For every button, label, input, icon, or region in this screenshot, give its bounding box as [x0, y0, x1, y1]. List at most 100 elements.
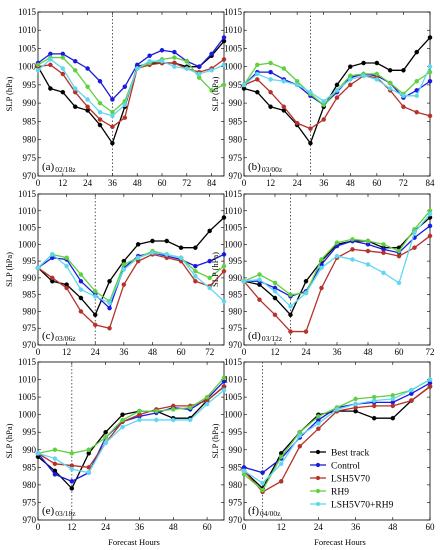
x-tick-label: 12: [62, 347, 71, 357]
x-tick-label: 0: [36, 178, 41, 188]
panel-label: (d): [248, 330, 261, 342]
data-point: [35, 68, 41, 73]
data-point: [92, 294, 98, 299]
x-tick-label: 84: [426, 178, 436, 188]
data-point: [172, 64, 177, 69]
series-line: [37, 389, 225, 474]
data-point: [86, 470, 91, 475]
panel-label: (f): [248, 505, 259, 517]
data-point: [414, 49, 419, 55]
data-point: [268, 69, 273, 75]
plot-frame: [37, 361, 225, 521]
data-point: [72, 58, 78, 64]
y-tick-label: 985: [229, 116, 243, 126]
data-point: [409, 387, 414, 393]
data-point: [184, 58, 190, 64]
x-tick-label: 24: [91, 347, 101, 357]
data-point: [374, 60, 380, 66]
axis-title-y: SLP (hPa): [4, 252, 14, 287]
x-tick-label: 72: [399, 178, 408, 188]
data-point: [294, 120, 300, 126]
y-tick-label: 990: [229, 273, 243, 283]
y-tick-label: 995: [23, 427, 37, 437]
data-point: [303, 329, 309, 334]
y-tick-label: 1000: [224, 62, 243, 72]
data-point: [172, 49, 177, 55]
data-point: [414, 109, 419, 115]
data-point: [319, 257, 324, 262]
data-point: [207, 285, 212, 291]
data-point: [371, 398, 377, 403]
data-point: [272, 295, 278, 301]
data-point: [193, 263, 198, 269]
y-tick-label: 1015: [224, 189, 243, 199]
y-tick-label: 1015: [18, 357, 37, 367]
y-tick-label: 980: [229, 135, 243, 145]
y-tick-label: 995: [229, 80, 243, 90]
y-tick-label: 1000: [224, 239, 243, 249]
data-point: [154, 417, 159, 423]
y-tick-label: 1005: [224, 223, 243, 233]
data-point: [64, 263, 69, 269]
y-tick-label: 980: [23, 135, 37, 145]
series-line: [37, 217, 225, 317]
y-tick-label: 985: [23, 290, 37, 300]
data-point: [97, 100, 103, 106]
y-tick-label: 990: [229, 98, 243, 108]
y-tick-label: 1005: [18, 223, 37, 233]
plot-frame: [243, 11, 431, 177]
y-tick-label: 980: [23, 480, 37, 490]
data-point: [241, 82, 247, 88]
series-line: [243, 382, 431, 474]
data-point: [427, 384, 433, 389]
data-point: [381, 250, 386, 255]
data-point: [60, 55, 66, 60]
x-tick-label: 24: [83, 178, 93, 188]
data-point: [171, 417, 176, 423]
data-point: [207, 258, 212, 264]
x-tick-label: 36: [108, 178, 118, 188]
data-point: [272, 312, 278, 318]
data-point: [78, 295, 84, 301]
data-point: [187, 405, 193, 410]
series-line: [243, 216, 431, 316]
data-point: [350, 257, 355, 262]
data-point: [412, 230, 417, 235]
y-tick-label: 1005: [18, 392, 37, 402]
panel-init-time: 03/06z: [55, 334, 76, 343]
data-point: [193, 278, 198, 284]
data-point: [110, 124, 115, 130]
data-point: [85, 84, 90, 89]
data-point: [427, 113, 433, 119]
y-tick-label: 1000: [18, 410, 37, 420]
x-tick-label: 0: [36, 347, 41, 357]
y-tick-label: 1010: [224, 25, 243, 35]
data-point: [257, 272, 262, 277]
data-point: [268, 60, 273, 66]
data-point: [268, 104, 273, 110]
legend-marker: [315, 449, 321, 455]
data-point: [110, 140, 115, 146]
data-point: [221, 387, 227, 393]
series-line: [37, 58, 225, 128]
data-point: [52, 447, 58, 453]
data-point: [164, 238, 170, 244]
data-point: [278, 454, 284, 460]
data-point: [193, 273, 198, 279]
legend-label: RH9: [331, 488, 349, 498]
y-tick-label: 1000: [224, 410, 243, 420]
data-point: [427, 78, 433, 84]
data-point: [350, 237, 355, 242]
y-tick-label: 990: [23, 98, 37, 108]
data-point: [221, 263, 227, 269]
axis-title-x: Forecast Hours: [314, 537, 366, 547]
data-point: [137, 417, 142, 423]
data-point: [281, 78, 287, 84]
data-point: [171, 407, 176, 412]
series-line: [37, 386, 225, 469]
x-tick-label: 0: [36, 522, 41, 532]
data-point: [321, 117, 326, 122]
data-point: [257, 297, 262, 302]
data-point: [35, 451, 41, 456]
